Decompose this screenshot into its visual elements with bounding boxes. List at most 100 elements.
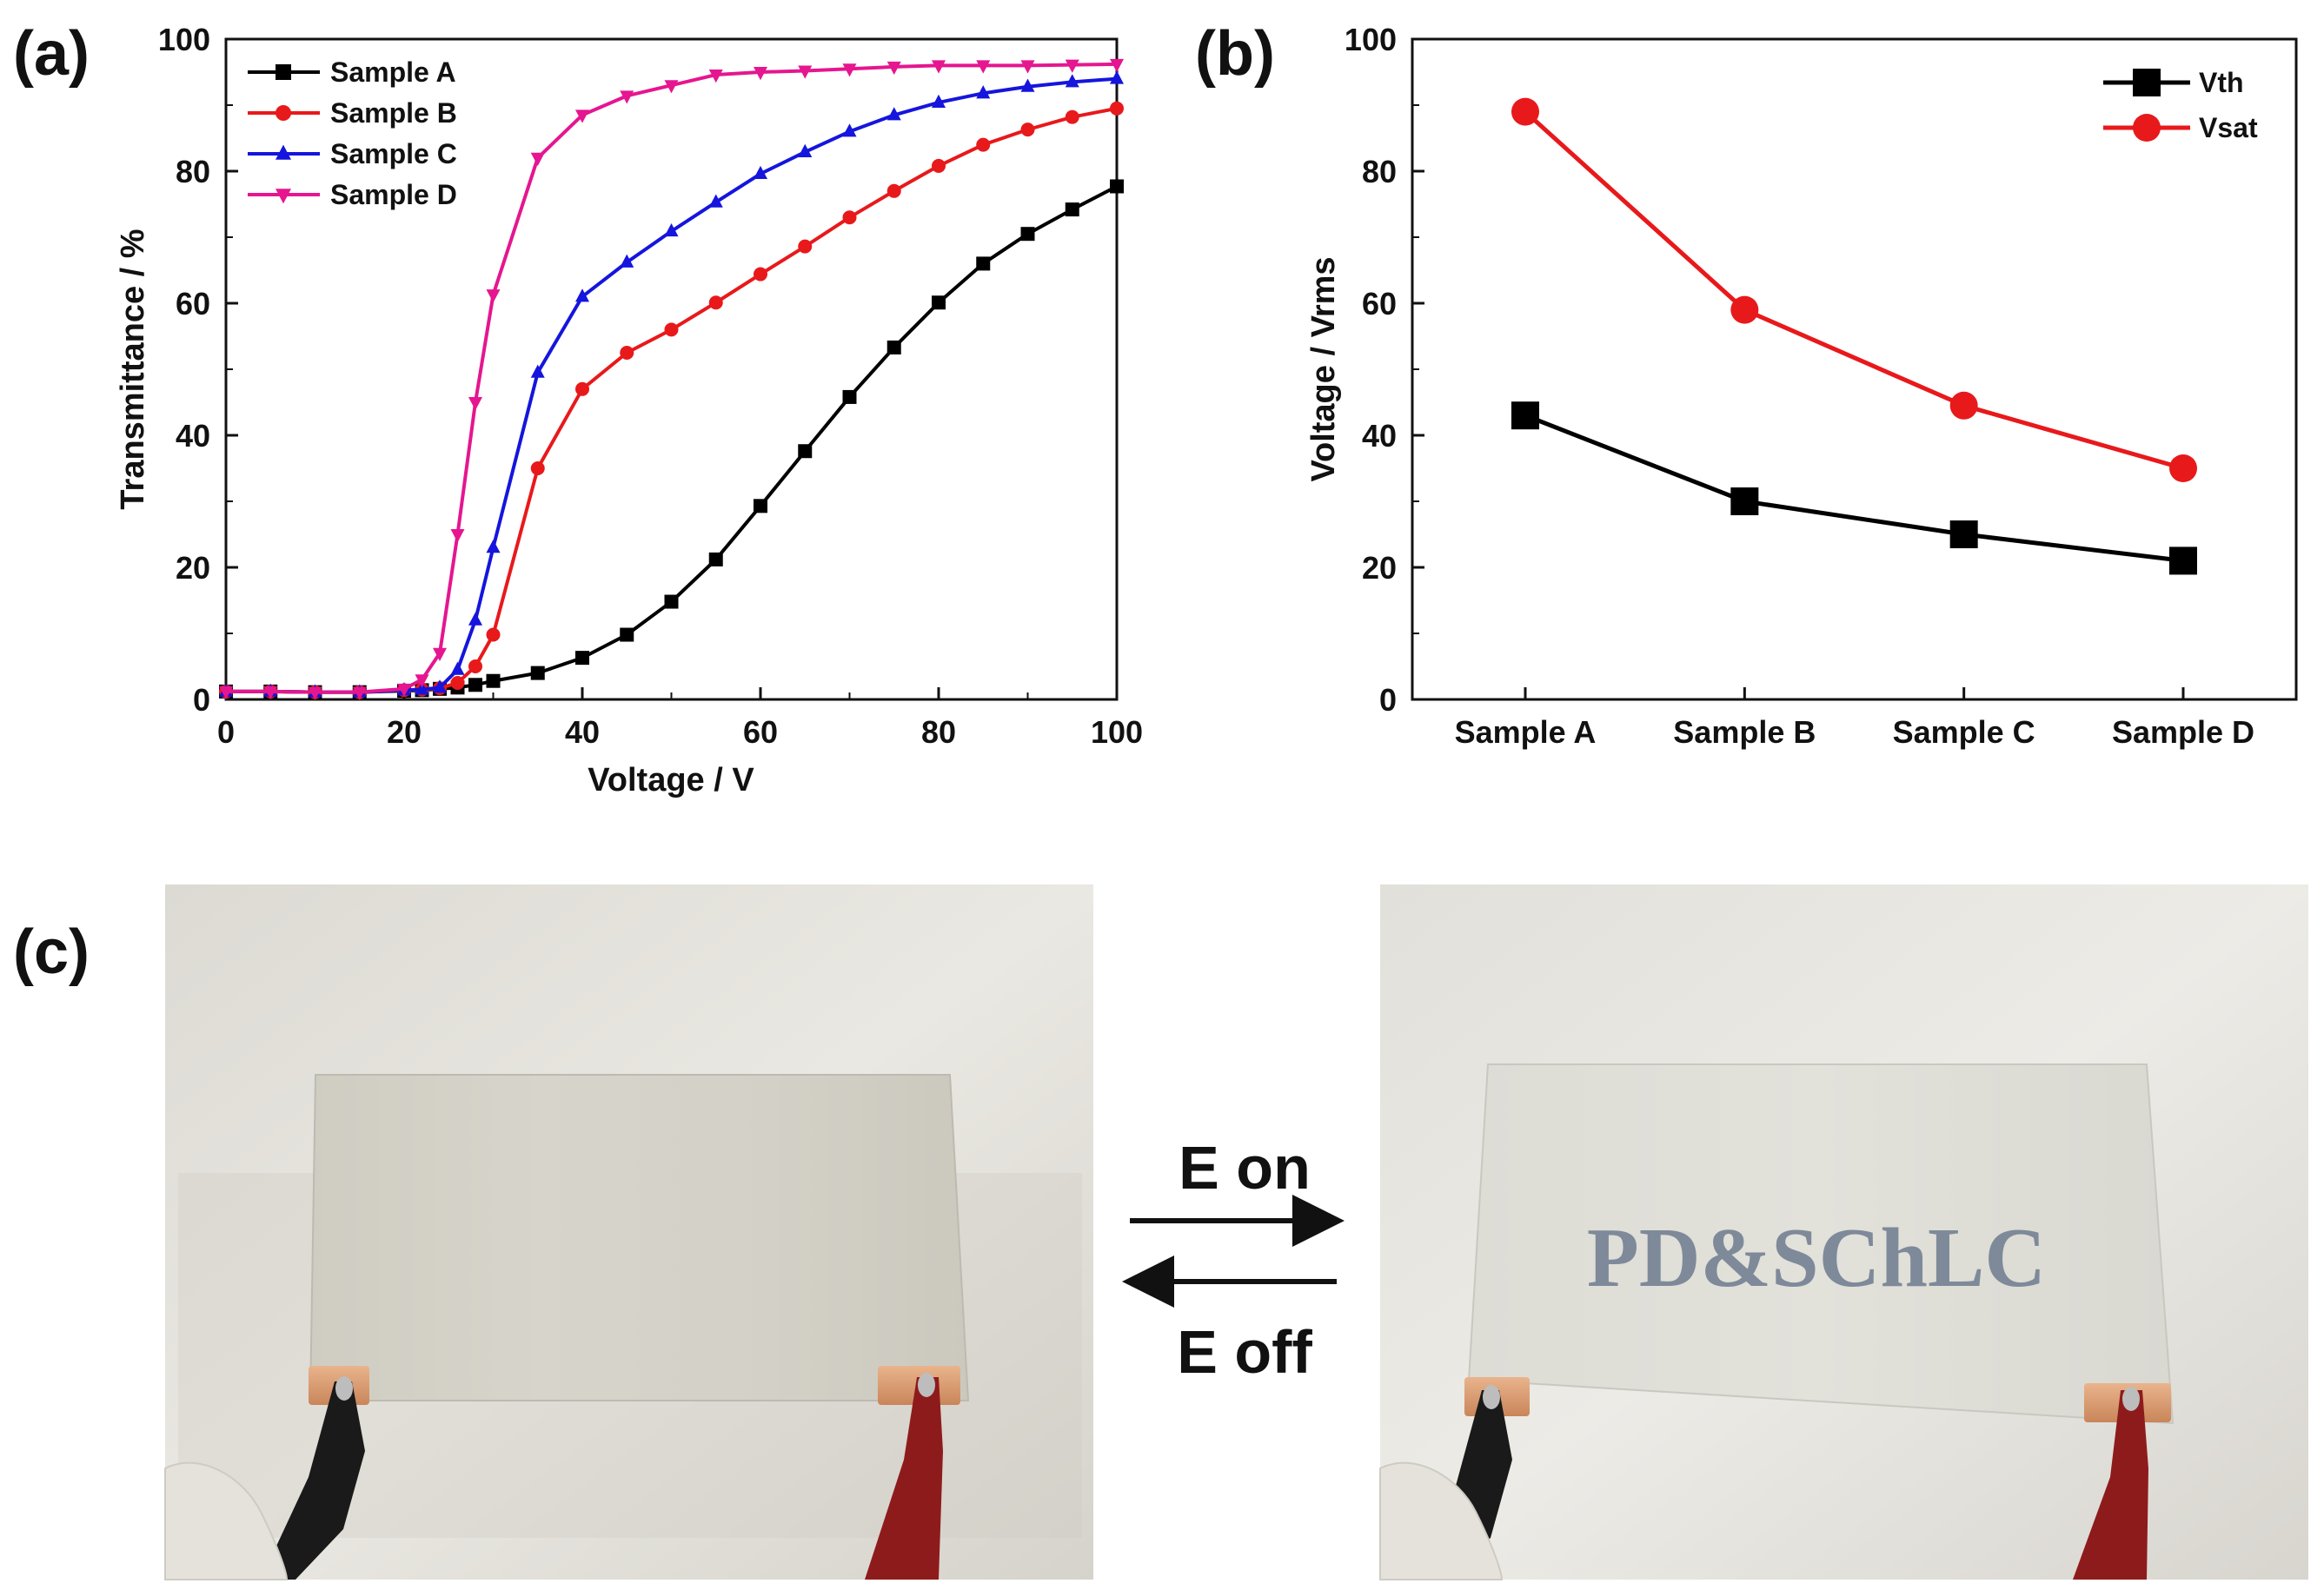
y-tick-label: 40 [176, 418, 210, 454]
data-point [620, 346, 634, 360]
legend-label: Sample A [330, 56, 456, 88]
legend-label: Sample B [330, 97, 457, 129]
data-point [2169, 547, 2197, 575]
data-point [1730, 487, 1759, 515]
data-point [468, 659, 482, 673]
panel-label-c: (c) [13, 918, 90, 987]
x-tick-label: 20 [387, 714, 422, 750]
y-tick-label: 60 [176, 286, 210, 321]
data-point [1110, 179, 1124, 194]
y-tick-label: 100 [158, 22, 210, 57]
data-point [886, 340, 901, 354]
data-point [575, 381, 589, 396]
clip-black [261, 1381, 365, 1580]
data-point [575, 109, 589, 123]
data-point [308, 686, 322, 700]
data-point [754, 499, 767, 513]
y-tick-label: 20 [1362, 550, 1397, 586]
y-tick-label: 0 [1379, 682, 1397, 718]
data-point [433, 679, 447, 693]
data-point [620, 254, 634, 268]
data-point [486, 540, 501, 553]
data-point [530, 666, 545, 680]
data-point [1020, 60, 1035, 74]
x-tick-label: 80 [921, 714, 956, 750]
film-opaque [309, 1074, 970, 1401]
data-point [486, 627, 501, 642]
data-point [976, 60, 991, 74]
legend-a: Sample A Sample B Sample C Sample D [248, 56, 457, 210]
x-tick-label: 40 [565, 714, 600, 750]
clip-red-on [2073, 1390, 2148, 1580]
legend-marker [276, 144, 291, 160]
data-point [1020, 227, 1035, 242]
data-point [708, 194, 723, 208]
data-point [798, 239, 813, 254]
data-point [575, 288, 589, 302]
panel-label-a: (a) [13, 19, 90, 89]
data-point [798, 444, 813, 459]
data-point [708, 295, 723, 310]
x-axis-label-a: Voltage / V [588, 762, 754, 798]
series-group-b [1511, 97, 2197, 575]
data-point [415, 674, 429, 688]
data-point [433, 647, 447, 661]
y-tick-label: 20 [176, 550, 210, 586]
x-tick-label: 0 [217, 714, 235, 750]
legend-b: Vth Vsat [2103, 67, 2258, 143]
data-point [976, 137, 991, 152]
data-point [1730, 295, 1759, 324]
data-point [468, 397, 482, 411]
data-point [886, 107, 901, 121]
data-point [263, 686, 278, 700]
data-point [1065, 59, 1079, 73]
data-point [1065, 74, 1079, 88]
data-point [530, 364, 545, 378]
y-axis-label-a: Transmittance / % [115, 229, 151, 509]
y-tick-label: 40 [1362, 418, 1397, 454]
data-point [664, 594, 679, 609]
data-point [886, 183, 901, 198]
data-point [664, 322, 679, 337]
legend-marker [276, 64, 291, 80]
data-point [798, 143, 813, 157]
data-point [352, 686, 367, 700]
film-overlay-text: PD&SChLC [1587, 1211, 2046, 1305]
data-point [1110, 101, 1124, 116]
data-point [886, 61, 901, 76]
photo-field-on: PD&SChLC [1379, 884, 2308, 1580]
data-point [932, 94, 946, 108]
data-point [530, 461, 545, 475]
data-point [1949, 391, 1978, 420]
data-point [450, 529, 465, 543]
data-point [842, 63, 857, 77]
data-point [575, 651, 589, 666]
chart-voltage: Sample A Sample B Sample C Sample D 0 20 40 60 8… [1305, 22, 2298, 750]
data-point [1020, 123, 1035, 137]
data-point [976, 256, 991, 271]
x-tick-label: Sample D [2112, 714, 2254, 750]
photo-field-off [164, 884, 1093, 1580]
legend-marker [2133, 114, 2161, 142]
clip-red [865, 1377, 943, 1580]
x-tick-label: Sample B [1673, 714, 1816, 750]
data-point [754, 67, 767, 81]
data-point [415, 681, 429, 695]
y-tick-label: 60 [1362, 286, 1397, 321]
switch-arrows: E on E off [1122, 1134, 1345, 1386]
data-point [1110, 58, 1124, 73]
axis-ticks-b: Sample A Sample B Sample C Sample D 0 20 40 60 8… [1345, 22, 2254, 750]
data-point [664, 222, 679, 237]
legend-label: Vth [2199, 67, 2244, 98]
data-point [664, 80, 679, 94]
y-axis-label-b: Voltage / Vrms [1305, 256, 1342, 481]
data-point [976, 85, 991, 99]
data-point [486, 289, 501, 303]
data-point [468, 678, 482, 692]
chart-transmittance: 0 20 40 60 80 100 0 20 40 60 80 100 Voltage / V Tra… [115, 22, 1143, 798]
y-tick-label: 0 [193, 682, 210, 718]
data-point [1020, 78, 1035, 92]
x-tick-label: 100 [1091, 714, 1143, 750]
data-point [1065, 202, 1079, 217]
x-tick-label: 60 [743, 714, 778, 750]
